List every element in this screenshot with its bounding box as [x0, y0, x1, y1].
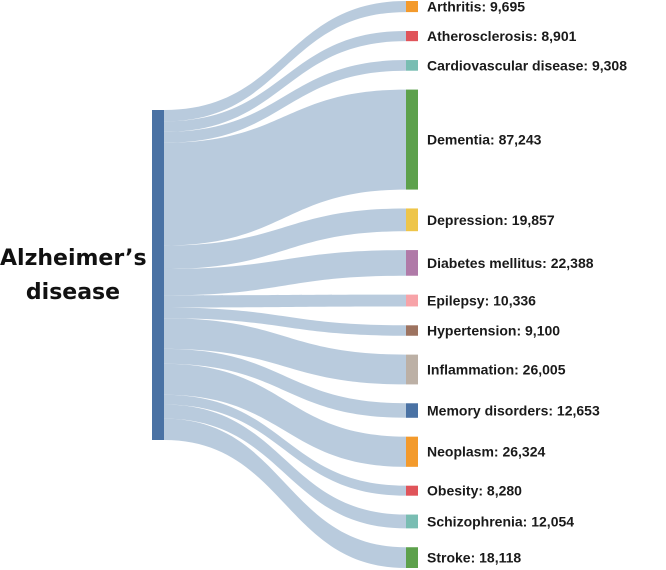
link-diabetes-mellitus [164, 250, 406, 296]
node-arthritis [406, 1, 418, 13]
node-neoplasm [406, 436, 418, 467]
label-schizophrenia: Schizophrenia: 12,054 [427, 513, 574, 529]
link-memory-disorders [164, 348, 406, 418]
link-inflammation [164, 318, 406, 385]
link-schizophrenia [164, 404, 406, 529]
sankey-links [164, 1, 406, 568]
node-atherosclerosis [406, 30, 418, 42]
link-stroke [164, 418, 406, 568]
source-node-alzheimers [152, 110, 164, 440]
link-epilepsy [164, 294, 406, 308]
label-hypertension: Hypertension: 9,100 [427, 323, 560, 339]
target-labels: Arthritis: 9,695 Atherosclerosis: 8,901 Ca… [427, 0, 627, 566]
link-neoplasm [164, 363, 406, 467]
node-hypertension [406, 325, 418, 336]
label-diabetes-mellitus: Diabetes mellitus: 22,388 [427, 255, 594, 271]
link-cardiovascular-disease [164, 60, 406, 143]
node-obesity [406, 485, 418, 496]
node-inflammation [406, 354, 418, 385]
node-schizophrenia [406, 514, 418, 529]
label-cardiovascular-disease: Cardiovascular disease: 9,308 [427, 57, 627, 73]
link-dementia [164, 89, 406, 246]
label-atherosclerosis: Atherosclerosis: 8,901 [427, 28, 577, 44]
source-label-line2: disease [25, 280, 121, 305]
link-hypertension [164, 307, 406, 336]
label-memory-disorders: Memory disorders: 12,653 [427, 403, 600, 419]
label-stroke: Stroke: 18,118 [427, 550, 521, 566]
node-depression [406, 208, 418, 232]
source-label-line1: Alzheimer’s [0, 246, 147, 271]
node-memory-disorders [406, 403, 418, 418]
node-cardiovascular-disease [406, 60, 418, 71]
node-dementia [406, 89, 418, 190]
label-epilepsy: Epilepsy: 10,336 [427, 293, 536, 309]
label-obesity: Obesity: 8,280 [427, 483, 522, 499]
target-nodes [406, 1, 418, 568]
label-neoplasm: Neoplasm: 26,324 [427, 444, 545, 460]
link-arthritis [164, 1, 406, 122]
label-dementia: Dementia: 87,243 [427, 132, 542, 148]
label-depression: Depression: 19,857 [427, 212, 555, 228]
node-diabetes-mellitus [406, 250, 418, 276]
label-inflammation: Inflammation: 26,005 [427, 362, 566, 378]
source-label: Alzheimer’s disease [0, 242, 147, 310]
node-epilepsy [406, 294, 418, 307]
node-stroke [406, 547, 418, 568]
link-atherosclerosis [164, 30, 406, 132]
label-arthritis: Arthritis: 9,695 [427, 0, 525, 15]
link-obesity [164, 394, 406, 496]
link-depression [164, 208, 406, 269]
